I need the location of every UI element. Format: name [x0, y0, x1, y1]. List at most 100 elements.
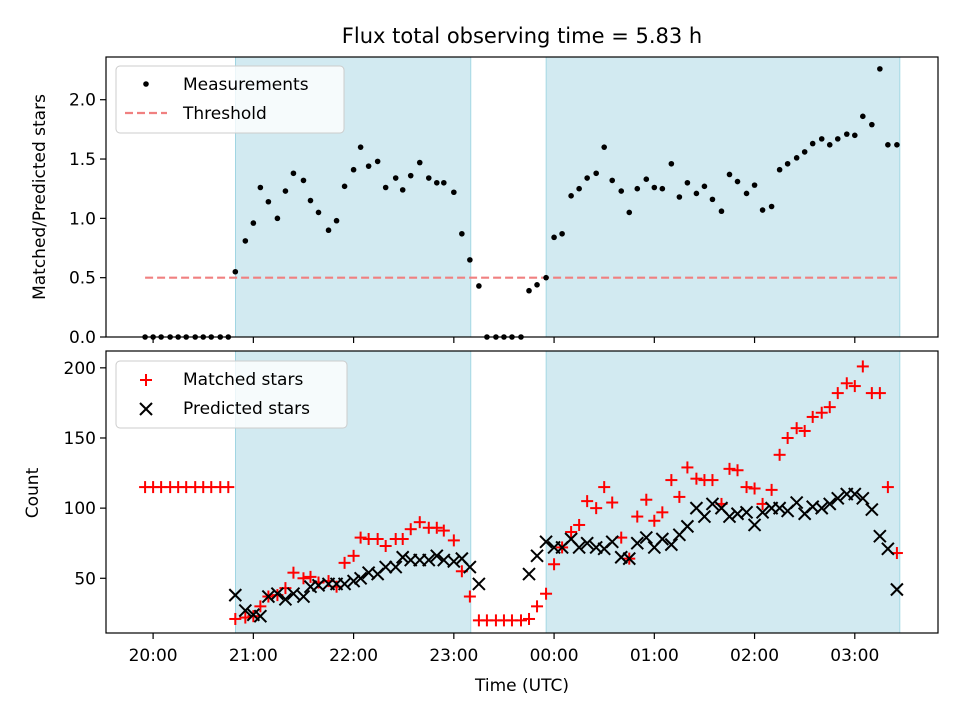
measurement-point — [609, 177, 616, 184]
measurement-point — [718, 208, 725, 215]
predicted-marker-b — [639, 530, 654, 545]
measurement-point — [315, 209, 322, 216]
matched-star-marker — [548, 558, 561, 571]
measurement-point — [643, 176, 650, 183]
predicted-marker-b — [831, 491, 845, 506]
predicted-star-marker — [755, 505, 770, 520]
measurement-point — [801, 149, 808, 155]
measurement-point — [232, 268, 239, 275]
predicted-marker-b — [522, 567, 536, 581]
predicted-marker-b — [388, 560, 403, 574]
matched-star-marker — [379, 540, 392, 553]
matched-star-marker — [354, 531, 367, 544]
predicted-star-marker — [639, 530, 654, 545]
predicted-marker-b — [238, 603, 253, 618]
bottom-y-tick-label: 200 — [64, 359, 96, 379]
predicted-star-marker — [572, 540, 586, 555]
predicted-marker-b — [463, 560, 477, 574]
legend-measurements-marker — [143, 81, 149, 87]
predicted-star-marker — [655, 532, 670, 546]
predicted-star-marker — [831, 491, 845, 506]
matched-star-marker — [540, 587, 553, 600]
measurement-point — [693, 190, 700, 197]
bottom-y-axis-label: Count — [23, 467, 43, 518]
bottom-x-tick-label: 00:00 — [530, 646, 579, 666]
measurement-point — [751, 182, 758, 188]
matched-star-marker — [723, 462, 736, 475]
top-legend: Measurements Threshold — [115, 65, 345, 134]
matched-star-marker — [665, 474, 678, 487]
matched-star-marker — [606, 496, 619, 509]
matched-star-marker — [840, 377, 853, 390]
measurement-point — [476, 283, 482, 289]
matched-star-marker — [790, 422, 803, 435]
legend-matched-marker — [140, 374, 152, 386]
predicted-marker-b — [730, 507, 745, 521]
predicted-star-marker — [396, 550, 410, 564]
predicted-star-marker — [890, 582, 904, 597]
predicted-marker-b — [789, 495, 804, 510]
measurement-point — [459, 230, 465, 237]
predicted-marker-b — [881, 542, 895, 556]
legend-threshold-label: Threshold — [182, 104, 267, 124]
measurement-point — [709, 196, 716, 203]
measurement-point — [584, 175, 590, 181]
measurement-point — [407, 172, 414, 179]
measurement-point — [668, 160, 675, 167]
matched-star-marker — [806, 410, 819, 423]
predicted-marker-b — [664, 537, 679, 552]
top-shaded-interval — [545, 56, 901, 338]
matched-star-marker — [731, 464, 744, 477]
top-y-tick-label: 2.0 — [69, 91, 96, 111]
measurement-point — [885, 141, 891, 148]
predicted-marker-b — [337, 577, 352, 591]
measurement-point — [852, 132, 858, 139]
matched-star-marker — [396, 533, 409, 545]
bottom-legend: Matched stars Predicted stars — [115, 360, 348, 429]
predicted-marker-b — [815, 501, 829, 515]
measurement-point — [818, 136, 825, 142]
predicted-marker-b — [605, 535, 619, 549]
predicted-star-marker — [697, 509, 712, 524]
predicted-star-marker — [447, 554, 461, 569]
measurement-point — [341, 183, 348, 190]
predicted-marker-b — [253, 609, 268, 623]
predicted-marker-b — [539, 535, 553, 549]
measurement-point — [809, 140, 816, 147]
bottom-y-ticks: 50 100 150 200 — [64, 359, 106, 589]
measurement-point — [534, 281, 540, 288]
top-y-tick-label: 1.5 — [69, 150, 96, 170]
measurement-point — [768, 203, 775, 210]
predicted-marker-b — [772, 501, 787, 515]
bottom-x-tick-label: 23:00 — [429, 646, 478, 666]
measurement-point — [593, 170, 599, 177]
measurement-point — [726, 171, 733, 178]
matched-star-marker — [371, 533, 384, 545]
top-y-tick-label: 0.5 — [69, 269, 96, 289]
predicted-marker-b — [739, 505, 754, 520]
predicted-star-marker — [815, 501, 829, 515]
measurement-point — [894, 141, 900, 148]
predicted-star-marker — [286, 587, 301, 601]
measurement-point — [618, 188, 625, 194]
measurement-point — [290, 170, 297, 177]
measurement-point — [701, 183, 708, 190]
predicted-marker-b — [705, 497, 720, 511]
measurement-point — [743, 190, 750, 197]
bottom-y-tick-label: 100 — [64, 499, 96, 519]
predicted-marker-b — [622, 551, 636, 566]
predicted-star-marker — [253, 609, 268, 623]
matched-star-marker — [447, 534, 460, 547]
measurement-point — [307, 197, 314, 204]
predicted-star-marker — [865, 502, 879, 517]
predicted-marker-b — [455, 551, 469, 566]
measurement-point — [626, 209, 633, 216]
predicted-marker-b — [261, 589, 276, 604]
matched-star-marker — [463, 590, 476, 603]
bottom-x-ticks: 20:00 21:00 22:00 23:00 00:00 01:00 02:00 03:00 — [129, 633, 879, 666]
predicted-marker-b — [346, 574, 361, 588]
measurement-point — [834, 136, 841, 142]
predicted-marker-b — [630, 536, 644, 550]
measurement-point — [651, 184, 658, 191]
predicted-star-marker — [353, 571, 368, 585]
